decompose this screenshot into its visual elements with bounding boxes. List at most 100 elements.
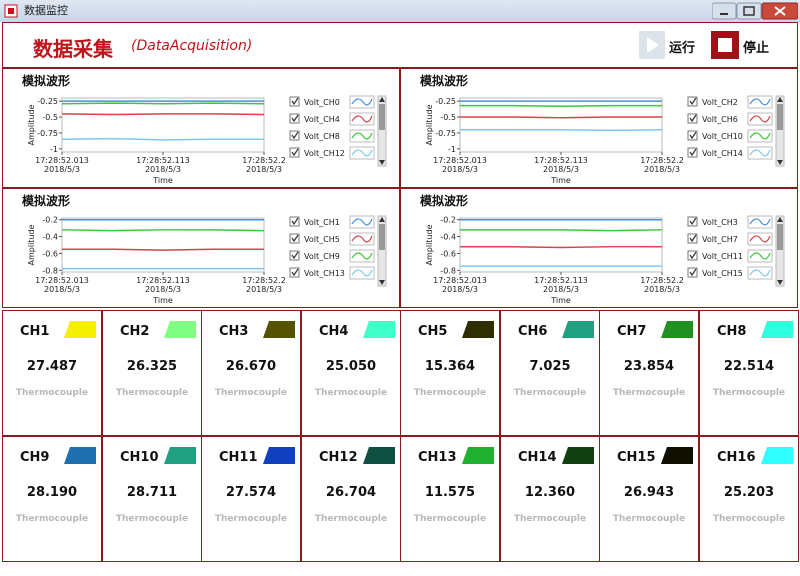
legend-checkbox[interactable]: [289, 130, 300, 141]
legend-swatch: [749, 235, 771, 243]
channel-card: CH14 12.360 Thermocouple: [499, 436, 600, 562]
checkmark: [689, 234, 697, 243]
y-tick-label: -0.2: [440, 216, 456, 225]
data-line: [61, 229, 265, 232]
scroll-thumb: [777, 104, 783, 130]
legend-swatch: [749, 132, 771, 140]
sensor-type: Thermocouple: [115, 388, 187, 398]
checkmark: [689, 148, 697, 157]
channel-name: CH5: [418, 324, 447, 339]
legend-checkbox[interactable]: [289, 147, 300, 158]
minimize-button[interactable]: [712, 2, 737, 20]
y-tick-label: -0.2: [42, 216, 58, 225]
legend-scrollbar: [377, 95, 387, 167]
scroll-down: [777, 160, 783, 165]
x-tick-label: 17:28:52.113: [136, 276, 190, 285]
checkmark: [689, 268, 697, 277]
legend-checkbox[interactable]: [289, 233, 300, 244]
maximize-button[interactable]: [736, 2, 762, 20]
data-line: [61, 113, 265, 116]
legend-swatch: [351, 252, 373, 260]
channel-card: CH12 26.704 Thermocouple: [300, 436, 401, 562]
sensor-type: Thermocouple: [613, 514, 685, 524]
x-tick-date: 2018/5/3: [543, 165, 579, 174]
legend-label: Volt_CH6: [702, 115, 738, 124]
plot-area: [61, 97, 265, 153]
legend-checkbox[interactable]: [289, 267, 300, 278]
sensor-type: Thermocouple: [513, 388, 585, 398]
legend-checkbox[interactable]: [289, 216, 300, 227]
y-tick-label: -1: [448, 145, 456, 154]
channel-card: CH3 26.670 Thermocouple: [201, 310, 301, 436]
stop-button[interactable]: 停止: [711, 31, 781, 59]
legend-checkbox[interactable]: [687, 113, 698, 124]
scroll-up: [379, 97, 385, 102]
data-line: [460, 129, 663, 132]
channel-name: CH6: [518, 324, 547, 339]
sensor-type: Thermocouple: [513, 514, 585, 524]
data-line: [460, 245, 662, 249]
x-axis-label: Time: [550, 296, 571, 305]
checkmark: [291, 97, 299, 106]
window-title: 数据监控: [0, 0, 800, 22]
legend-checkbox[interactable]: [687, 147, 698, 158]
x-tick-label: 17:28:52.113: [534, 156, 588, 165]
legend-label: Volt_CH12: [304, 149, 345, 158]
sensor-type: Thermocouple: [712, 388, 784, 398]
chart-title: 模拟波形: [420, 73, 468, 88]
y-tick-label: -1: [50, 145, 58, 154]
legend-checkbox[interactable]: [289, 96, 300, 107]
channel-value: 11.575: [425, 485, 475, 500]
sensor-type: Thermocouple: [613, 388, 685, 398]
checkmark: [291, 268, 299, 277]
channel-value: 27.487: [27, 359, 77, 374]
legend-scrollbar: [377, 215, 387, 287]
legend-checkbox[interactable]: [687, 216, 698, 227]
data-line: [460, 229, 663, 232]
legend-label: Volt_CH11: [702, 252, 743, 261]
data-line: [62, 248, 264, 251]
channel-value: 25.203: [723, 485, 773, 500]
channel-value: 26.704: [325, 485, 375, 500]
channel-name: CH14: [518, 450, 557, 465]
x-tick-label: 17:28:52.013: [35, 156, 89, 165]
checkmark: [689, 97, 697, 106]
channel-value: 26.943: [624, 485, 674, 500]
channel-card: CH16 25.203 Thermocouple: [698, 436, 799, 562]
y-tick-label: -0.5: [42, 113, 58, 122]
stop-icon: [711, 31, 739, 59]
legend-label: Volt_CH14: [702, 149, 743, 158]
legend-checkbox[interactable]: [687, 130, 698, 141]
x-tick-date: 2018/5/3: [44, 285, 80, 294]
legend-checkbox[interactable]: [687, 250, 698, 261]
y-tick-label: -0.75: [435, 129, 456, 138]
run-button[interactable]: 运行: [639, 31, 701, 59]
legend-checkbox[interactable]: [289, 113, 300, 124]
channel-name: CH16: [717, 450, 756, 465]
channel-color: [462, 447, 494, 464]
sensor-type: Thermocouple: [414, 514, 486, 524]
legend-checkbox[interactable]: [687, 233, 698, 244]
channel-color: [760, 447, 793, 464]
run-icon: [639, 31, 665, 59]
legend-checkbox[interactable]: [687, 267, 698, 278]
data-line: [61, 137, 264, 141]
legend-swatch: [351, 149, 373, 157]
channel-value: 23.854: [624, 359, 674, 374]
sensor-type: Thermocouple: [314, 388, 386, 398]
legend-label: Volt_CH8: [304, 132, 340, 141]
legend-checkbox[interactable]: [289, 250, 300, 261]
legend-swatch: [351, 98, 373, 106]
x-tick-date: 2018/5/3: [442, 285, 478, 294]
channel-value: 28.190: [27, 485, 77, 500]
x-tick-label: 17:28:52.2: [640, 276, 684, 285]
sensor-type: Thermocouple: [115, 514, 187, 524]
channel-name: CH2: [120, 324, 149, 339]
legend-label: Volt_CH4: [304, 115, 340, 124]
legend-checkbox[interactable]: [687, 96, 698, 107]
y-tick-label: -0.4: [440, 233, 456, 242]
scroll-up: [379, 217, 385, 222]
x-tick-date: 2018/5/3: [644, 285, 680, 294]
channel-color: [462, 321, 494, 338]
y-tick-label: -0.4: [42, 233, 58, 242]
